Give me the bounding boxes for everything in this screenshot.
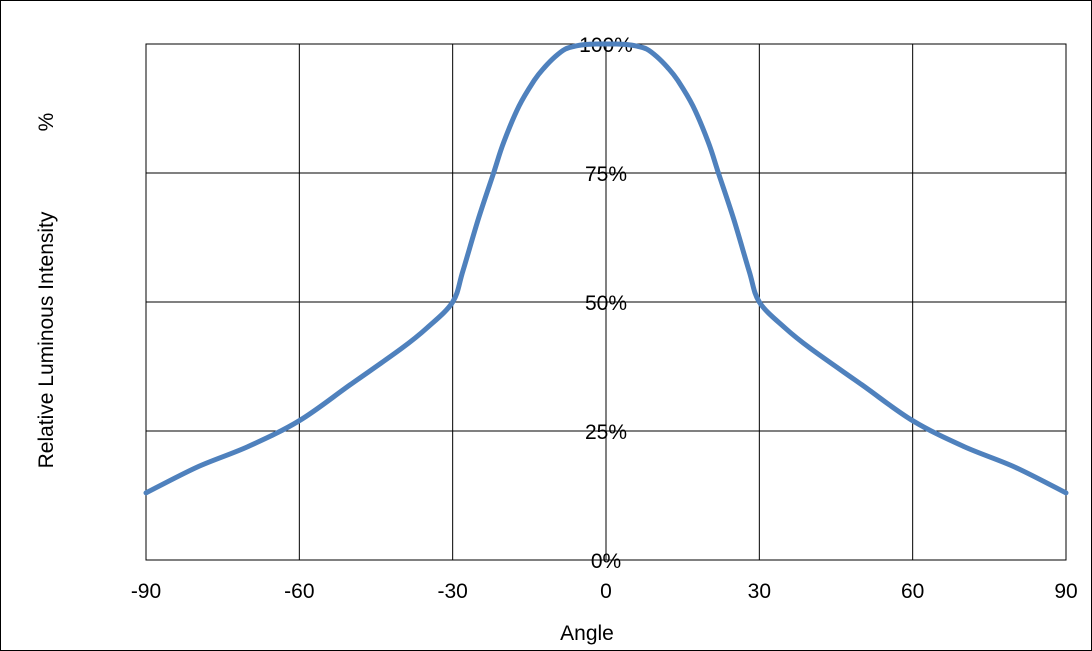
x-tick-label: -30 xyxy=(437,580,467,603)
x-axis-ticks: -90 -60 -30 0 30 60 90 xyxy=(131,580,1078,603)
x-tick-label: 30 xyxy=(748,580,771,603)
x-tick-label: 90 xyxy=(1054,580,1077,603)
x-tick-label: 0 xyxy=(600,580,612,603)
x-tick-label: -90 xyxy=(131,580,161,603)
y-axis-label: Relative Luminous Intensity xyxy=(35,211,58,468)
y-tick-label: 75% xyxy=(585,163,627,186)
y-tick-label: 25% xyxy=(585,421,627,444)
y-axis-unit-label: % xyxy=(35,113,58,132)
x-axis-label: Angle xyxy=(560,622,614,645)
y-tick-label: 0% xyxy=(591,550,621,573)
series-line xyxy=(143,41,1069,496)
y-tick-label: 50% xyxy=(585,292,627,315)
x-tick-label: -60 xyxy=(284,580,314,603)
x-tick-label: 60 xyxy=(901,580,924,603)
